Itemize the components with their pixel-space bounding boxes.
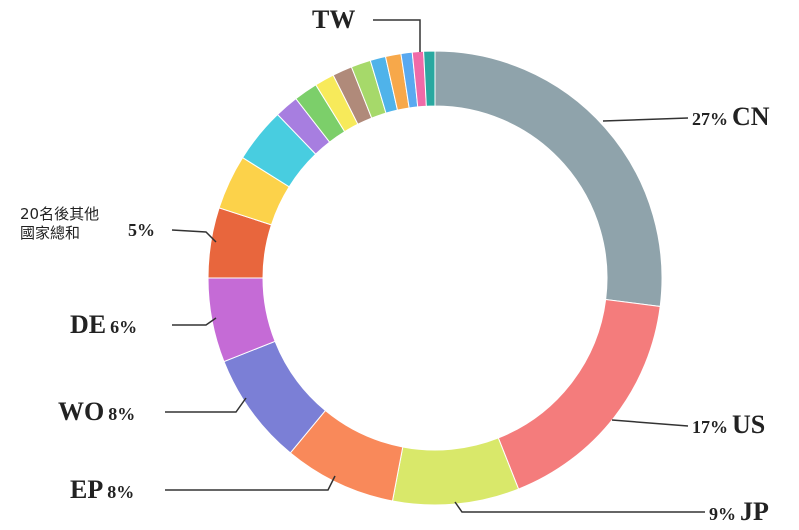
value-label: 27%	[692, 109, 728, 129]
category-label: EP	[70, 475, 104, 504]
data-label: 27% CN	[688, 104, 770, 130]
category-label: WO	[58, 397, 105, 426]
leader-line	[172, 317, 217, 326]
category-label: TW	[312, 5, 356, 34]
leader-line	[171, 229, 217, 243]
value-label: 17%	[692, 417, 728, 437]
value-label: 9%	[709, 504, 736, 524]
value-label: 6%	[110, 317, 138, 337]
data-label: TW	[312, 7, 355, 33]
category-label: US	[732, 410, 766, 439]
data-label: DE 6%	[70, 312, 141, 338]
value-label: 5%	[128, 220, 155, 240]
category-label: 20名後其他國家總和	[20, 205, 100, 242]
donut-segment	[434, 50, 663, 308]
value-label: 8%	[107, 482, 135, 502]
category-label: CN	[732, 102, 770, 131]
data-label: EP 8%	[70, 477, 138, 503]
data-label: WO 8%	[58, 399, 139, 425]
donut-segment	[391, 437, 520, 506]
data-label: 20名後其他國家總和	[20, 205, 112, 243]
donut-segment	[497, 298, 661, 490]
data-label: 9% JP	[705, 499, 769, 525]
donut-segment	[423, 50, 436, 107]
leader-line	[454, 501, 705, 513]
leader-line	[373, 19, 421, 52]
leader-line	[165, 475, 336, 491]
leader-line	[602, 117, 689, 122]
category-label: JP	[740, 497, 769, 526]
value-label: 8%	[108, 404, 136, 424]
leader-line	[165, 397, 247, 413]
leader-line	[611, 419, 689, 427]
category-label: DE	[70, 310, 107, 339]
data-label: 17% US	[688, 412, 765, 438]
